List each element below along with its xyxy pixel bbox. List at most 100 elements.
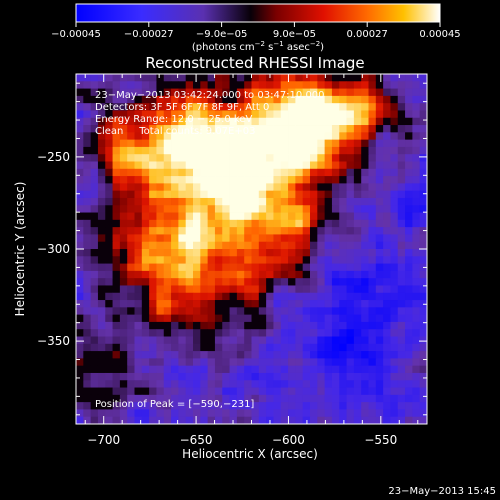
heatmap-cell <box>83 139 92 148</box>
heatmap-cell <box>97 146 106 155</box>
heatmap-cell <box>214 394 223 403</box>
heatmap-cell <box>368 321 377 330</box>
heatmap-cell <box>302 372 311 381</box>
heatmap-cell <box>90 343 99 352</box>
heatmap-cell <box>171 117 179 126</box>
heatmap-cell <box>251 103 260 111</box>
heatmap-cell <box>397 263 406 272</box>
heatmap-cell <box>390 409 399 418</box>
heatmap-cell <box>361 292 369 301</box>
heatmap-cell <box>324 212 333 221</box>
heatmap-cell <box>83 249 92 257</box>
heatmap-cell <box>200 285 209 294</box>
x-tick-label: −550 <box>364 433 397 447</box>
heatmap-cell <box>310 146 318 155</box>
heatmap-cell <box>302 409 311 418</box>
heatmap-cell <box>368 95 377 104</box>
heatmap-cell <box>317 394 326 403</box>
heatmap-cell <box>295 300 304 308</box>
heatmap-cell <box>346 168 355 177</box>
heatmap-cell <box>258 314 267 323</box>
heatmap-cell <box>149 241 157 250</box>
heatmap-cell <box>368 241 377 250</box>
heatmap-cell <box>171 409 179 418</box>
heatmap-cell <box>288 402 296 410</box>
heatmap-cell <box>310 139 318 148</box>
heatmap-cell <box>280 103 289 111</box>
heatmap-cell <box>353 88 362 97</box>
heatmap-cell <box>229 241 238 250</box>
heatmap-cell <box>280 125 289 133</box>
heatmap-cell <box>258 103 267 111</box>
heatmap-cell <box>310 241 318 250</box>
heatmap-cell <box>141 190 150 199</box>
heatmap-cell <box>353 358 362 367</box>
heatmap-cell <box>288 227 296 235</box>
heatmap-cell <box>383 176 391 184</box>
heatmap-cell <box>105 241 113 250</box>
heatmap-cell <box>266 336 274 345</box>
heatmap-cell <box>339 219 347 228</box>
heatmap-cell <box>375 270 384 279</box>
heatmap-cell <box>105 321 113 330</box>
heatmap-cell <box>353 372 362 381</box>
heatmap-cell <box>207 307 216 316</box>
heatmap-cell <box>141 365 150 374</box>
heatmap-cell <box>236 241 245 250</box>
heatmap-cell <box>368 125 377 133</box>
heatmap-cell <box>119 249 128 257</box>
heatmap-cell <box>295 146 304 155</box>
heatmap-cell <box>193 103 201 111</box>
heatmap-cell <box>200 132 209 141</box>
heatmap-cell <box>368 380 377 388</box>
heatmap-cell <box>171 372 179 381</box>
heatmap-cell <box>156 132 165 141</box>
heatmap-cell <box>112 117 121 126</box>
heatmap-cell <box>127 285 135 294</box>
heatmap-cell <box>97 88 106 97</box>
heatmap-cell <box>207 351 216 359</box>
heatmap-cell <box>105 314 113 323</box>
heatmap-cell <box>90 197 99 206</box>
heatmap-cell <box>419 336 427 345</box>
heatmap-cell <box>229 234 238 243</box>
heatmap-cell <box>134 103 143 111</box>
heatmap-cell <box>207 132 216 141</box>
heatmap-cell <box>156 95 165 104</box>
heatmap-cell <box>266 205 274 213</box>
heatmap-cell <box>105 103 113 111</box>
heatmap-cell <box>134 307 143 316</box>
heatmap-cell <box>178 314 187 323</box>
heatmap-cell <box>193 314 201 323</box>
heatmap-cell <box>244 358 252 367</box>
heatmap-cell <box>405 154 413 162</box>
heatmap-cell <box>149 125 157 133</box>
heatmap-cell <box>295 110 304 119</box>
heatmap-cell <box>353 234 362 243</box>
heatmap-cell <box>339 278 347 286</box>
heatmap-cell <box>119 241 128 250</box>
heatmap-cell <box>163 343 172 352</box>
heatmap-cell <box>324 249 333 257</box>
heatmap-cell <box>105 117 113 126</box>
heatmap-cell <box>171 139 179 148</box>
heatmap-cell <box>185 278 194 286</box>
heatmap-cell <box>83 241 92 250</box>
heatmap-cell <box>90 416 99 424</box>
heatmap-cell <box>163 314 172 323</box>
heatmap-cell <box>193 183 201 192</box>
heatmap-cell <box>178 343 187 352</box>
heatmap-cell <box>339 351 347 359</box>
heatmap-cell <box>383 125 391 133</box>
heatmap-cell <box>141 358 150 367</box>
heatmap-cell <box>412 351 421 359</box>
heatmap-cell <box>222 132 230 141</box>
heatmap-cell <box>156 285 165 294</box>
heatmap-cell <box>163 190 172 199</box>
heatmap-cell <box>405 300 413 308</box>
heatmap-cell <box>207 117 216 126</box>
heatmap-cell <box>185 154 194 162</box>
heatmap-cell <box>185 95 194 104</box>
heatmap-cell <box>383 212 391 221</box>
